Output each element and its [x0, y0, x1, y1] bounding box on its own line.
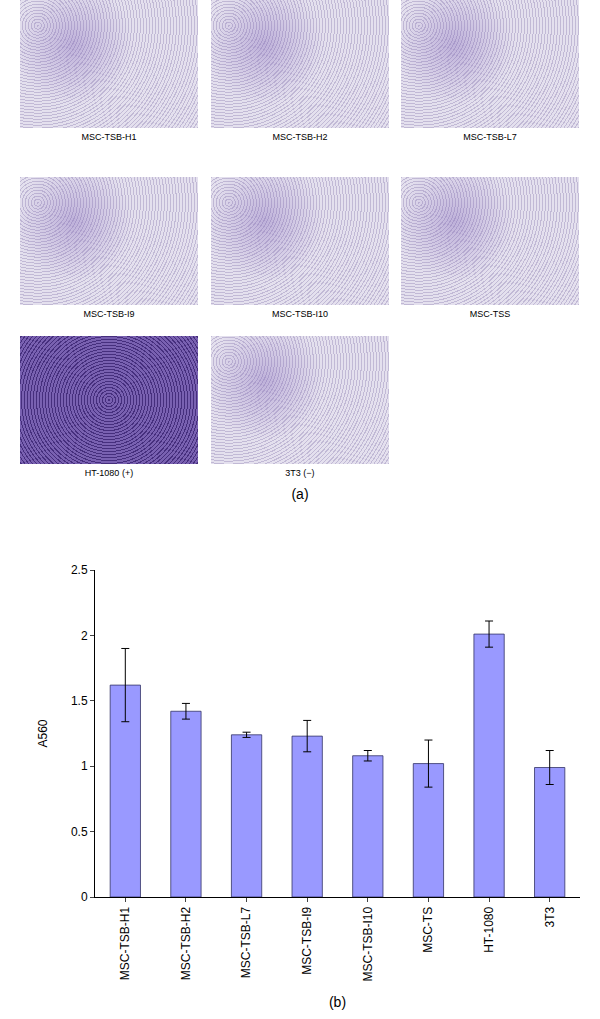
html-text:HT-1080 (+): HT-1080 (+)	[84, 468, 134, 478]
html-text:MSC-TSS: MSC-TSS	[469, 309, 511, 319]
svg-text:MSC-TSB-H2: MSC-TSB-H2	[179, 906, 193, 980]
svg-text:MSC-TSB-I10: MSC-TSB-I10	[361, 906, 375, 981]
svg-text:HT-1080: HT-1080	[482, 906, 496, 952]
svg-text:0.5: 0.5	[71, 825, 88, 839]
svg-text:A560: A560	[36, 719, 50, 747]
html-text:(a): (a)	[291, 486, 309, 502]
svg-text:MSC-TSB-I9: MSC-TSB-I9	[300, 906, 314, 974]
svg-text:(b): (b)	[329, 994, 346, 1010]
svg-text:1.5: 1.5	[71, 694, 88, 708]
svg-text:MSC-TSB-L7: MSC-TSB-L7	[239, 906, 253, 978]
svg-text:2: 2	[81, 629, 88, 643]
html-text:3T3 (−): 3T3 (−)	[285, 468, 315, 478]
html-text:MSC-TSB-L7: MSC-TSB-L7	[463, 132, 517, 142]
html-text:MSC-TSB-I9: MSC-TSB-I9	[83, 309, 135, 319]
svg-text:2.5: 2.5	[71, 563, 88, 577]
svg-text:3T3: 3T3	[543, 906, 557, 927]
svg-text:MSC-TS: MSC-TS	[421, 907, 435, 953]
html-text:MSC-TSB-I10: MSC-TSB-I10	[272, 309, 328, 319]
svg-text:1: 1	[81, 759, 88, 773]
svg-text:0: 0	[81, 890, 88, 904]
html-text:MSC-TSB-H1: MSC-TSB-H1	[81, 132, 137, 142]
html-text:MSC-TSB-H2: MSC-TSB-H2	[272, 132, 328, 142]
svg-text:MSC-TSB-H1: MSC-TSB-H1	[118, 906, 132, 980]
